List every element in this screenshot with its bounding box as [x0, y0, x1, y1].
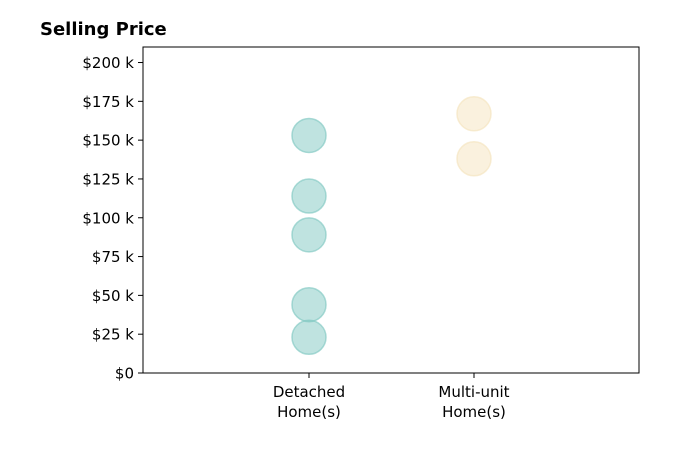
- data-point: [291, 217, 327, 253]
- y-tick-label: $50 k: [92, 287, 134, 305]
- data-point: [456, 141, 492, 177]
- x-tick-label: Multi-unit Home(s): [438, 383, 509, 421]
- y-tick-label: $125 k: [82, 170, 134, 188]
- data-point: [291, 178, 327, 214]
- y-tick-label: $25 k: [92, 326, 134, 344]
- y-tick-label: $150 k: [82, 132, 134, 150]
- data-point: [291, 319, 327, 356]
- plot-frame: [142, 46, 640, 374]
- chart-title: Selling Price: [40, 19, 167, 40]
- y-tick-label: $0: [115, 365, 134, 383]
- y-tick-label: $75 k: [92, 248, 134, 266]
- y-tick-label: $200 k: [82, 54, 134, 72]
- x-tick-label: Detached Home(s): [273, 383, 345, 421]
- x-axis: Detached Home(s) Multi-unit Home(s): [273, 373, 510, 421]
- data-points: [291, 96, 492, 356]
- y-tick-label: $100 k: [82, 209, 134, 227]
- data-point: [291, 286, 327, 323]
- y-tick-label: $175 k: [82, 93, 134, 111]
- data-point: [456, 96, 492, 132]
- y-axis: $0 $25 k $50 k $75 k $100 k $125 k $150 k $175 …: [82, 54, 143, 383]
- data-point: [291, 117, 327, 154]
